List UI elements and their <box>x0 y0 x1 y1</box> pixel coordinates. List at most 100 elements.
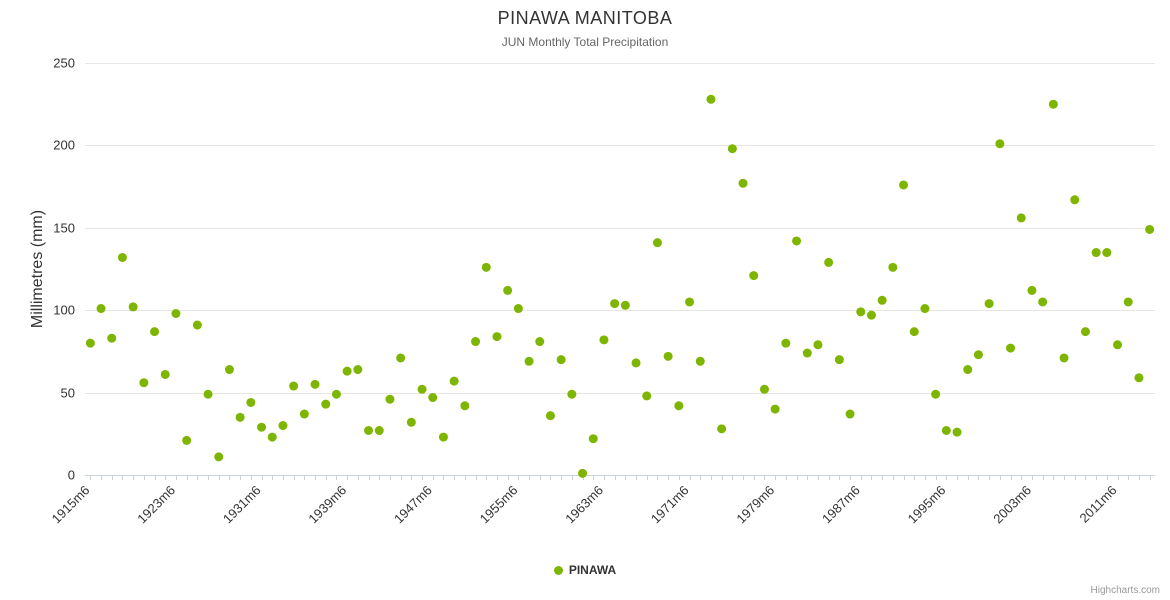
data-point[interactable] <box>792 236 802 246</box>
data-point[interactable] <box>278 421 288 431</box>
data-point[interactable] <box>321 399 331 409</box>
data-point[interactable] <box>96 304 106 314</box>
data-point[interactable] <box>85 338 95 348</box>
data-point[interactable] <box>481 262 491 272</box>
data-point[interactable] <box>471 337 481 347</box>
data-point[interactable] <box>620 300 630 310</box>
data-point[interactable] <box>385 394 395 404</box>
data-point[interactable] <box>920 304 930 314</box>
data-point[interactable] <box>674 401 684 411</box>
data-point[interactable] <box>856 307 866 317</box>
data-point[interactable] <box>192 320 202 330</box>
data-point[interactable] <box>374 426 384 436</box>
data-point[interactable] <box>717 424 727 434</box>
data-point[interactable] <box>866 310 876 320</box>
data-point[interactable] <box>738 178 748 188</box>
data-point[interactable] <box>1091 248 1101 258</box>
data-point[interactable] <box>899 180 909 190</box>
data-point[interactable] <box>1048 99 1058 109</box>
data-point[interactable] <box>813 340 823 350</box>
data-point[interactable] <box>214 452 224 462</box>
data-point[interactable] <box>1145 224 1155 234</box>
legend-item-pinawa[interactable]: PINAWA <box>0 563 1170 577</box>
data-point[interactable] <box>438 432 448 442</box>
data-point[interactable] <box>171 308 181 318</box>
data-point[interactable] <box>1059 353 1069 363</box>
data-point[interactable] <box>235 412 245 422</box>
data-point[interactable] <box>567 389 577 399</box>
data-point[interactable] <box>759 384 769 394</box>
data-point[interactable] <box>353 365 363 375</box>
data-point[interactable] <box>578 468 588 478</box>
data-point[interactable] <box>535 337 545 347</box>
data-point[interactable] <box>685 297 695 307</box>
data-point[interactable] <box>117 252 127 262</box>
data-point[interactable] <box>877 295 887 305</box>
data-point[interactable] <box>224 365 234 375</box>
data-point[interactable] <box>1070 195 1080 205</box>
data-point[interactable] <box>342 366 352 376</box>
data-point[interactable] <box>310 379 320 389</box>
data-point[interactable] <box>182 435 192 445</box>
data-point[interactable] <box>642 391 652 401</box>
data-point[interactable] <box>781 338 791 348</box>
data-point[interactable] <box>417 384 427 394</box>
data-point[interactable] <box>257 422 267 432</box>
data-point[interactable] <box>588 434 598 444</box>
data-point[interactable] <box>845 409 855 419</box>
data-point[interactable] <box>1027 285 1037 295</box>
data-point[interactable] <box>695 356 705 366</box>
data-point[interactable] <box>995 139 1005 149</box>
data-point[interactable] <box>460 401 470 411</box>
data-point[interactable] <box>1080 327 1090 337</box>
data-point[interactable] <box>396 353 406 363</box>
data-point[interactable] <box>824 257 834 267</box>
data-point[interactable] <box>963 365 973 375</box>
data-point[interactable] <box>492 332 502 342</box>
data-point[interactable] <box>1102 248 1112 258</box>
data-point[interactable] <box>1006 343 1016 353</box>
data-point[interactable] <box>513 304 523 314</box>
data-point[interactable] <box>610 299 620 309</box>
data-point[interactable] <box>449 376 459 386</box>
data-point[interactable] <box>364 426 374 436</box>
data-point[interactable] <box>652 238 662 248</box>
data-point[interactable] <box>267 432 277 442</box>
data-point[interactable] <box>663 351 673 361</box>
data-point[interactable] <box>802 348 812 358</box>
data-point[interactable] <box>631 358 641 368</box>
data-point[interactable] <box>834 355 844 365</box>
data-point[interactable] <box>941 426 951 436</box>
data-point[interactable] <box>749 271 759 281</box>
data-point[interactable] <box>1016 213 1026 223</box>
data-point[interactable] <box>299 409 309 419</box>
data-point[interactable] <box>770 404 780 414</box>
data-point[interactable] <box>139 378 149 388</box>
data-point[interactable] <box>107 333 117 343</box>
data-point[interactable] <box>1038 297 1048 307</box>
data-point[interactable] <box>160 369 170 379</box>
data-point[interactable] <box>428 393 438 403</box>
data-point[interactable] <box>128 302 138 312</box>
data-point[interactable] <box>888 262 898 272</box>
data-point[interactable] <box>599 335 609 345</box>
data-point[interactable] <box>406 417 416 427</box>
data-point[interactable] <box>503 285 513 295</box>
data-point[interactable] <box>706 94 716 104</box>
data-point[interactable] <box>524 356 534 366</box>
data-point[interactable] <box>289 381 299 391</box>
data-point[interactable] <box>909 327 919 337</box>
highcharts-credits-link[interactable]: Highcharts.com <box>1090 585 1160 596</box>
data-point[interactable] <box>203 389 213 399</box>
data-point[interactable] <box>952 427 962 437</box>
data-point[interactable] <box>331 389 341 399</box>
data-point[interactable] <box>1113 340 1123 350</box>
data-point[interactable] <box>556 355 566 365</box>
data-point[interactable] <box>727 144 737 154</box>
data-point[interactable] <box>973 350 983 360</box>
data-point[interactable] <box>150 327 160 337</box>
data-point[interactable] <box>1134 373 1144 383</box>
data-point[interactable] <box>545 411 555 421</box>
data-point[interactable] <box>246 397 256 407</box>
data-point[interactable] <box>984 299 994 309</box>
